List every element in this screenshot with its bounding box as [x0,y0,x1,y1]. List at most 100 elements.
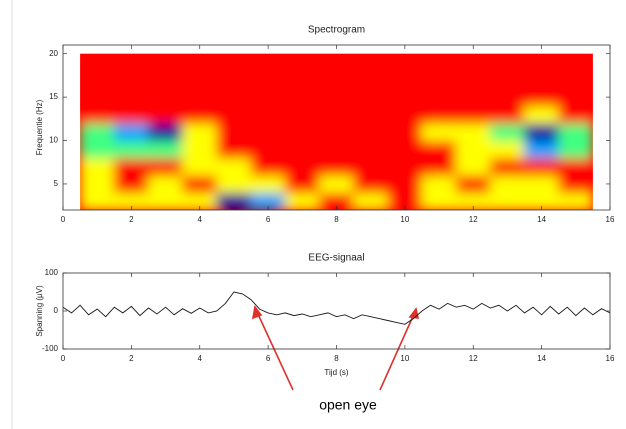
heatmap-cell [524,122,560,142]
heatmap-cell [80,157,115,176]
x-tick-label: 10 [400,354,409,363]
heatmap-cell [182,87,218,107]
heatmap-cell [318,157,355,176]
x-tick-label: 6 [266,215,271,224]
arrows [251,305,420,391]
heatmap-cell [113,174,149,194]
heatmap-cell [387,105,423,124]
heatmap-cell [182,122,218,142]
x-tick-label: 14 [537,215,546,224]
heatmap-cell [524,157,560,176]
heatmap-cell [524,53,560,72]
x-tick-label: 12 [469,354,478,363]
y-tick-label: 100 [45,268,59,277]
heatmap-cell [284,122,320,142]
heatmap-cell [147,192,184,211]
heatmap-cell [455,174,491,194]
x-tick-label: 0 [61,215,66,224]
heatmap-cell [80,105,115,124]
heatmap-cell [353,157,389,176]
heatmap-cell [318,87,355,107]
heatmap-cell [216,105,252,124]
x-tick-label: 12 [469,215,478,224]
heatmap-cell [113,122,149,142]
heatmap-cell [387,53,423,72]
heatmap-cell [421,87,457,107]
chart-title: Spectrogram [308,25,365,36]
heatmap-cell [147,157,184,176]
heatmap-cell [250,157,286,176]
heatmap-cell [113,105,149,124]
heatmap-cell [489,122,526,142]
heatmap-cells [80,53,593,211]
heatmap-cell [455,53,491,72]
heatmap-cell [558,122,593,142]
heatmap-cell [147,140,184,159]
y-tick-label: 5 [54,179,59,188]
heatmap-cell [455,105,491,124]
x-tick-label: 2 [129,354,134,363]
y-tick-label: 20 [49,49,58,58]
heatmap-cell [387,140,423,159]
heatmap-cell [558,157,593,176]
heatmap-cell [421,122,457,142]
heatmap-cell [524,105,560,124]
heatmap-cell [489,192,526,211]
heatmap-cell [250,105,286,124]
heatmap-cell [353,192,389,211]
x-tick-label: 8 [334,215,339,224]
heatmap-cell [216,174,252,194]
heatmap-cell [421,157,457,176]
heatmap-cell [250,53,286,72]
heatmap-cell [421,105,457,124]
heatmap-cell [558,105,593,124]
y-tick-label: -100 [42,344,59,353]
heatmap-cell [250,70,286,89]
heatmap-cell [80,192,115,211]
heatmap-cell [387,157,423,176]
heatmap-cell [216,53,252,72]
heatmap-cell [284,192,320,211]
heatmap-cell [387,122,423,142]
heatmap-cell [216,157,252,176]
heatmap-cell [182,140,218,159]
annotation: open eye [319,397,377,413]
heatmap-cell [284,174,320,194]
heatmap-cell [318,105,355,124]
heatmap-cell [147,105,184,124]
heatmap-cell [353,105,389,124]
heatmap-cell [113,192,149,211]
heatmap-cell [80,53,115,72]
heatmap-cell [387,87,423,107]
heatmap-cell [353,87,389,107]
heatmap-cell [489,140,526,159]
x-tick-label: 14 [537,354,546,363]
heatmap-cell [284,140,320,159]
heatmap-cell [489,105,526,124]
heatmap-cell [113,70,149,89]
x-tick-label: 10 [400,215,409,224]
heatmap-cell [250,174,286,194]
heatmap-cell [353,140,389,159]
heatmap-cell [318,53,355,72]
y-axis-label: Frequentie (Hz) [35,99,44,155]
heatmap-cell [489,53,526,72]
heatmap-cell [80,122,115,142]
heatmap-cell [524,140,560,159]
heatmap-cell [318,70,355,89]
x-tick-label: 16 [606,354,615,363]
heatmap-cell [524,87,560,107]
heatmap-cell [113,140,149,159]
heatmap-cell [558,70,593,89]
heatmap-cell [216,140,252,159]
heatmap-cell [113,87,149,107]
heatmap-cell [182,105,218,124]
heatmap-cell [182,174,218,194]
heatmap-cell [284,105,320,124]
heatmap-cell [318,140,355,159]
heatmap-cell [250,87,286,107]
heatmap-cell [250,122,286,142]
x-tick-label: 0 [61,354,66,363]
heatmap-cell [455,70,491,89]
heatmap-cell [558,174,593,194]
